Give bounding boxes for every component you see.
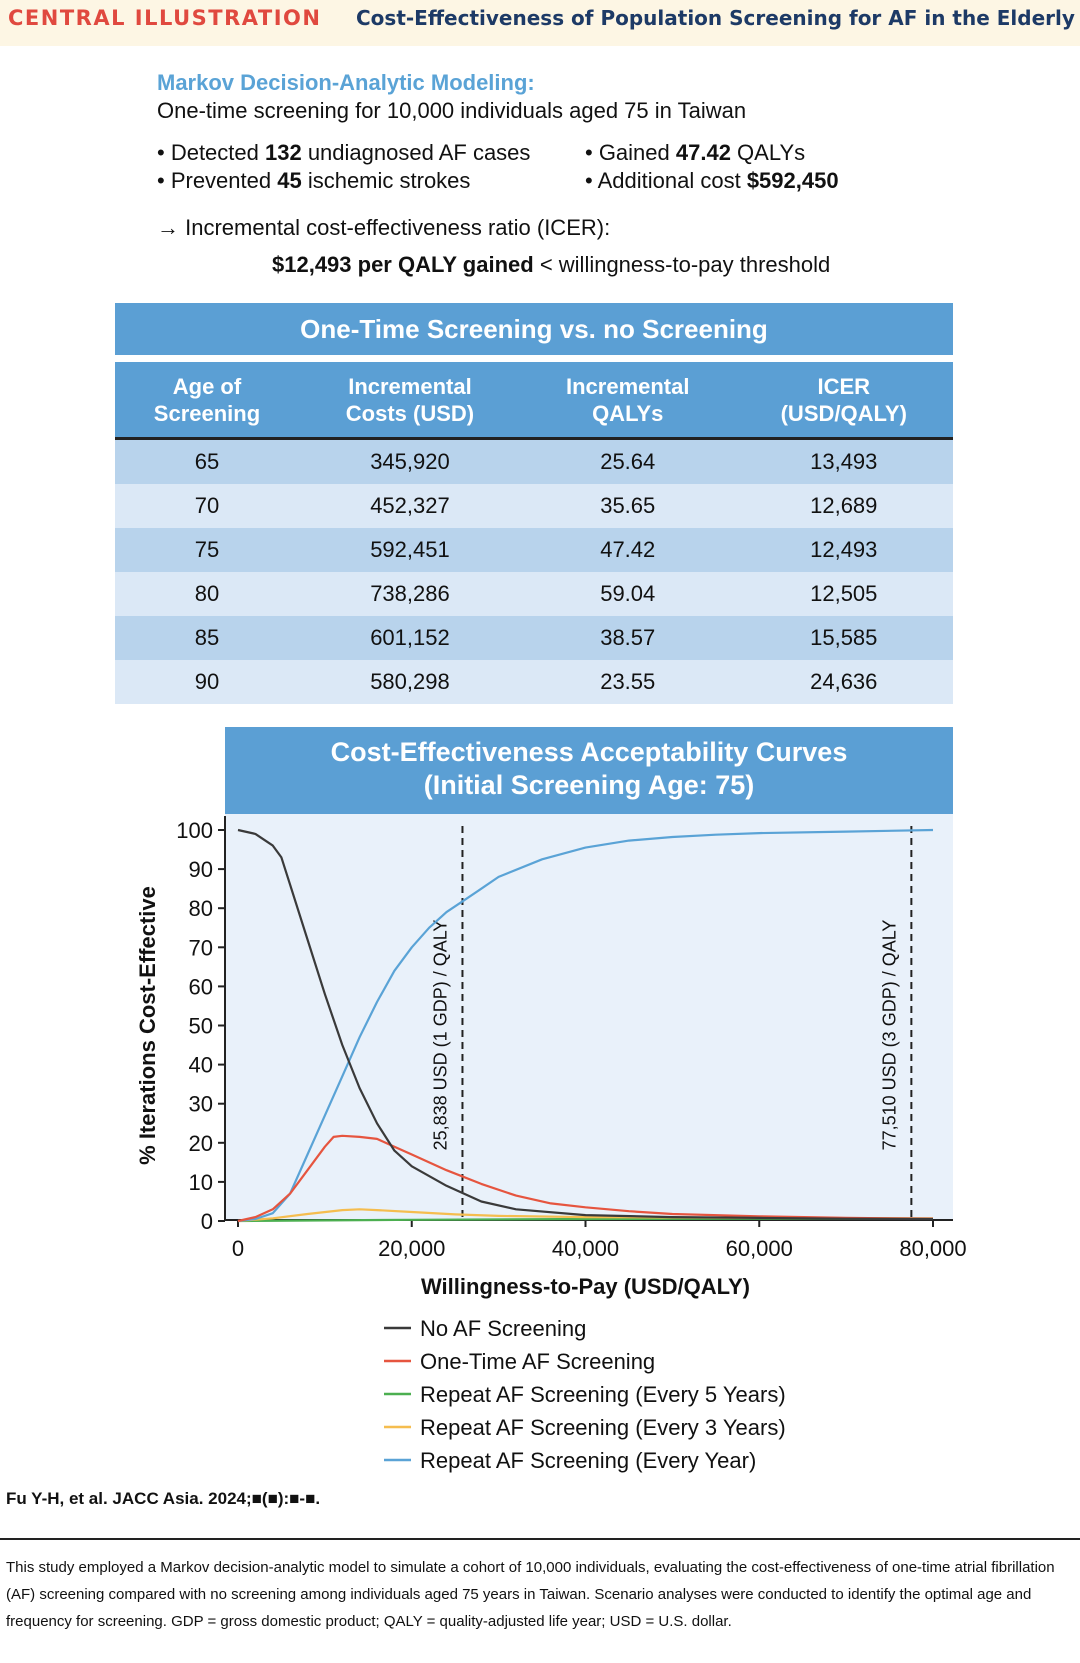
cell-costs: 345,920 <box>298 438 521 484</box>
legend-label: One-Time AF Screening <box>420 1349 655 1374</box>
model-subtitle: One-time screening for 10,000 individual… <box>157 98 747 123</box>
legend-label: Repeat AF Screening (Every 3 Years) <box>420 1415 786 1440</box>
divider <box>0 1538 1080 1540</box>
table-row: 80 738,286 59.04 12,505 <box>115 572 953 616</box>
cell-costs: 580,298 <box>298 660 521 704</box>
cell-qalys: 38.57 <box>520 616 735 660</box>
y-tick-label: 50 <box>189 1014 213 1039</box>
cell-costs: 738,286 <box>298 572 521 616</box>
bullet-detected: • Detected 132 undiagnosed AF cases <box>157 140 531 165</box>
citation: Fu Y-H, et al. JACC Asia. 2024;■(■):■-■. <box>6 1489 321 1508</box>
y-tick-label: 30 <box>189 1092 213 1117</box>
cell-age: 75 <box>115 528 299 572</box>
cell-qalys: 25.64 <box>520 438 735 484</box>
y-tick-label: 80 <box>189 896 213 921</box>
legend-label: Repeat AF Screening (Every Year) <box>420 1448 756 1473</box>
icer-label: → Incremental cost-effectiveness ratio (… <box>157 215 611 240</box>
threshold-label: 25,838 USD (1 GDP) / QALY <box>430 920 450 1151</box>
y-tick-label: 90 <box>189 857 213 882</box>
table-row: 70 452,327 35.65 12,689 <box>115 484 953 528</box>
cell-costs: 452,327 <box>298 484 521 528</box>
chart-title: Cost-Effectiveness Acceptability Curves … <box>225 727 953 814</box>
cell-age: 65 <box>115 438 299 484</box>
plot-area <box>225 814 953 1220</box>
y-tick-label: 40 <box>189 1053 213 1078</box>
cell-icer: 12,689 <box>734 484 953 528</box>
threshold-label: 77,510 USD (3 GDP) / QALY <box>879 920 899 1151</box>
x-tick-label: 0 <box>232 1236 244 1261</box>
y-tick-label: 100 <box>176 818 213 843</box>
cell-qalys: 35.65 <box>520 484 735 528</box>
table-row: 85 601,152 38.57 15,585 <box>115 616 953 660</box>
illustration-title: Cost-Effectiveness of Population Screeni… <box>356 6 1075 30</box>
cell-costs: 601,152 <box>298 616 521 660</box>
cell-qalys: 23.55 <box>520 660 735 704</box>
header-costs: Incremental Costs (USD) <box>298 362 521 440</box>
x-tick-label: 60,000 <box>726 1236 793 1261</box>
central-illustration-tag: CENTRAL ILLUSTRATION <box>8 6 322 30</box>
x-tick-label: 20,000 <box>378 1236 445 1261</box>
icer-result: $12,493 per QALY gained < willingness-to… <box>272 252 831 277</box>
y-tick-label: 70 <box>189 935 213 960</box>
cell-icer: 24,636 <box>734 660 953 704</box>
y-tick-label: 0 <box>201 1209 213 1234</box>
header-icer: ICER (USD/QALY) <box>734 362 953 440</box>
series-line <box>237 1134 934 1223</box>
series-line <box>237 828 934 1223</box>
cell-icer: 13,493 <box>734 438 953 484</box>
header-age: Age of Screening <box>115 362 299 440</box>
bullet-cost: • Additional cost $592,450 <box>585 168 839 193</box>
table-row: 90 580,298 23.55 24,636 <box>115 660 953 704</box>
cell-age: 80 <box>115 572 299 616</box>
bullet-gained: • Gained 47.42 QALYs <box>585 140 806 165</box>
x-tick-label: 80,000 <box>899 1236 966 1261</box>
cell-age: 85 <box>115 616 299 660</box>
y-tick-label: 60 <box>189 974 213 999</box>
results-table: Age of Screening Incremental Costs (USD) I… <box>115 362 953 704</box>
cell-qalys: 59.04 <box>520 572 735 616</box>
legend-label: No AF Screening <box>420 1316 586 1341</box>
cell-costs: 592,451 <box>298 528 521 572</box>
table-row: 65 345,920 25.64 13,493 <box>115 438 953 484</box>
table-title: One-Time Screening vs. no Screening <box>115 303 953 355</box>
chart-title-line-1: Cost-Effectiveness Acceptability Curves <box>330 737 848 767</box>
table-row: 75 592,451 47.42 12,493 <box>115 528 953 572</box>
cell-icer: 12,493 <box>734 528 953 572</box>
y-axis-label: % Iterations Cost-Effective <box>135 886 160 1165</box>
model-heading: Markov Decision-Analytic Modeling: <box>157 70 535 95</box>
y-tick-label: 20 <box>189 1131 213 1156</box>
chart-title-line-2: (Initial Screening Age: 75) <box>423 770 755 800</box>
cell-age: 70 <box>115 484 299 528</box>
cell-qalys: 47.42 <box>520 528 735 572</box>
header-qalys: Incremental QALYs <box>520 362 735 440</box>
bullet-prevented: • Prevented 45 ischemic strokes <box>157 168 471 193</box>
cell-age: 90 <box>115 660 299 704</box>
cell-icer: 12,505 <box>734 572 953 616</box>
table-header-row: Age of Screening Incremental Costs (USD) I… <box>115 362 953 440</box>
y-tick-label: 10 <box>189 1170 213 1195</box>
x-axis-label: Willingness-to-Pay (USD/QALY) <box>421 1274 750 1299</box>
legend-label: Repeat AF Screening (Every 5 Years) <box>420 1382 786 1407</box>
series-line <box>237 828 934 1221</box>
figure-caption: This study employed a Markov decision-an… <box>6 1559 1055 1630</box>
cell-icer: 15,585 <box>734 616 953 660</box>
ceac-chart: 0 10 20 30 40 50 60 70 80 90 100 0 20,000 40,000 60,00… <box>135 814 967 1473</box>
x-tick-label: 40,000 <box>552 1236 619 1261</box>
illustration-header: CENTRAL ILLUSTRATION Cost-Effectiveness … <box>0 0 1080 46</box>
